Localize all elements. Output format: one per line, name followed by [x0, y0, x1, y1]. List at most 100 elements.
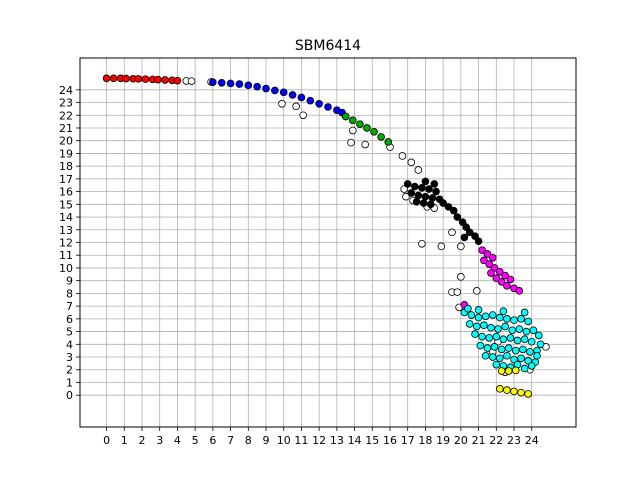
data-point	[173, 76, 182, 85]
y-tick-label: 18	[59, 160, 73, 173]
data-point	[520, 308, 529, 317]
data-points	[102, 74, 550, 398]
x-tick-label: 2	[139, 434, 146, 447]
data-point	[421, 177, 430, 186]
series-group	[460, 246, 524, 309]
y-tick-label: 7	[66, 300, 73, 313]
data-point	[497, 367, 506, 375]
data-point	[519, 345, 527, 354]
data-point	[407, 158, 416, 167]
data-point	[503, 281, 511, 290]
data-point	[476, 341, 485, 350]
y-tick-label: 6	[66, 313, 73, 326]
data-point	[490, 343, 499, 351]
data-point	[244, 81, 253, 90]
y-tick-label: 14	[59, 211, 73, 224]
data-point	[529, 326, 538, 335]
data-point	[488, 353, 497, 361]
series-group	[209, 78, 346, 117]
data-point	[414, 166, 423, 174]
data-point	[122, 74, 130, 83]
y-tick-label: 0	[66, 389, 73, 402]
data-point	[471, 232, 479, 240]
data-point	[524, 317, 532, 326]
y-tick-label: 10	[59, 262, 73, 275]
data-point	[517, 388, 525, 397]
x-tick-label: 11	[294, 434, 308, 447]
x-tick-label: 13	[330, 434, 344, 447]
data-point	[480, 256, 488, 265]
data-point	[485, 334, 494, 342]
data-point	[492, 360, 501, 369]
data-point	[474, 237, 483, 246]
data-point	[533, 351, 541, 360]
data-point	[324, 103, 332, 111]
data-point	[356, 120, 364, 128]
data-point	[363, 124, 371, 132]
data-point	[370, 128, 378, 136]
data-point	[102, 74, 111, 83]
data-point	[517, 315, 525, 323]
data-point	[524, 390, 532, 398]
data-point	[109, 74, 118, 83]
data-point	[444, 203, 453, 211]
data-point	[474, 313, 483, 322]
data-point	[262, 84, 270, 93]
series-group	[403, 177, 483, 246]
data-point	[487, 323, 495, 332]
x-tick-label: 23	[507, 434, 521, 447]
x-tick-label: 3	[156, 434, 163, 447]
x-tick-label: 14	[348, 434, 362, 447]
series-group	[341, 112, 393, 146]
data-point	[492, 274, 501, 282]
data-point	[134, 75, 143, 83]
data-point	[478, 332, 486, 341]
x-tick-label: 24	[525, 434, 539, 447]
x-axis-ticks: 0 1 2 3 4 5 6 7 8 9 10 11 12 13 14 15 16 17 18 19 20 21 22 23 24	[103, 427, 539, 447]
data-point	[464, 304, 472, 313]
data-point	[490, 264, 499, 272]
y-tick-label: 11	[59, 249, 73, 262]
y-tick-label: 16	[59, 186, 73, 199]
data-point	[501, 322, 509, 331]
data-point	[299, 111, 308, 120]
x-tick-label: 16	[383, 434, 397, 447]
data-point	[465, 228, 474, 237]
data-point	[437, 242, 446, 251]
data-point	[515, 325, 524, 333]
data-point	[515, 287, 524, 295]
data-point	[524, 357, 532, 365]
data-point	[418, 183, 426, 192]
data-point	[288, 91, 297, 99]
data-point	[504, 344, 513, 352]
data-point	[496, 354, 504, 363]
data-point	[279, 88, 288, 97]
data-point	[503, 315, 511, 323]
data-point	[472, 322, 481, 331]
data-point	[534, 331, 543, 340]
data-point	[485, 260, 494, 268]
data-point	[460, 233, 469, 242]
y-tick-label: 15	[59, 198, 73, 211]
x-tick-label: 5	[192, 434, 199, 447]
x-tick-label: 20	[454, 434, 468, 447]
data-point	[520, 364, 529, 373]
data-point	[536, 340, 545, 349]
data-point	[448, 228, 456, 237]
x-tick-label: 22	[489, 434, 503, 447]
data-point	[161, 76, 169, 84]
series-group	[496, 366, 532, 398]
data-point	[271, 86, 279, 95]
data-point	[496, 267, 504, 276]
data-point	[407, 189, 416, 197]
y-tick-label: 21	[59, 122, 73, 135]
data-point	[462, 223, 470, 232]
data-point	[154, 75, 162, 84]
data-point	[453, 213, 462, 221]
data-point	[421, 192, 430, 201]
data-point	[503, 351, 511, 360]
data-point	[510, 316, 518, 324]
data-point	[253, 82, 261, 91]
